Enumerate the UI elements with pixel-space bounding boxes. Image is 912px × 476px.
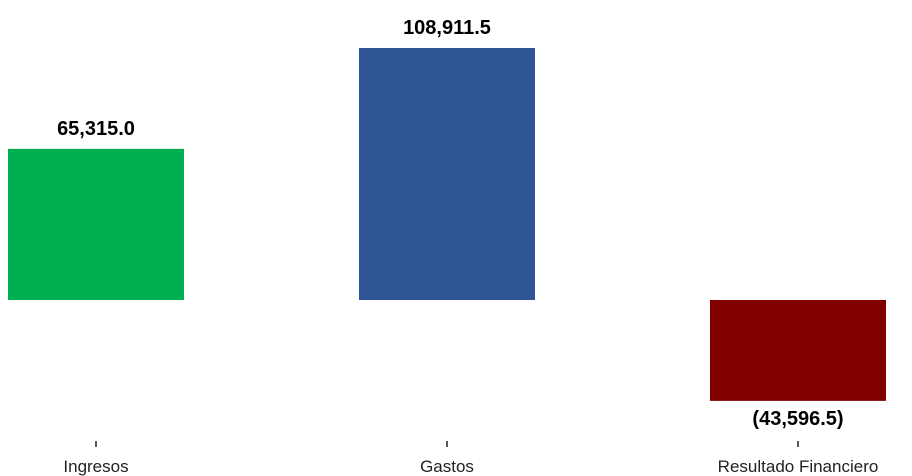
value-label-ingresos: 65,315.0 — [57, 118, 135, 140]
bar-resultado-financiero — [710, 300, 886, 401]
x-axis: Ingresos Gastos Resultado Financiero — [63, 441, 878, 476]
x-tick-label-resultado-financiero: Resultado Financiero — [718, 457, 879, 476]
bars-group — [8, 48, 886, 401]
value-label-gastos: 108,911.5 — [403, 17, 491, 39]
x-tick-label-ingresos: Ingresos — [63, 457, 128, 476]
x-tick-label-gastos: Gastos — [420, 457, 474, 476]
value-labels-group: 65,315.0 108,911.5 (43,596.5) — [57, 17, 844, 430]
bar-gastos — [359, 48, 535, 300]
bar-ingresos — [8, 148, 184, 300]
value-label-resultado-financiero: (43,596.5) — [752, 408, 843, 430]
